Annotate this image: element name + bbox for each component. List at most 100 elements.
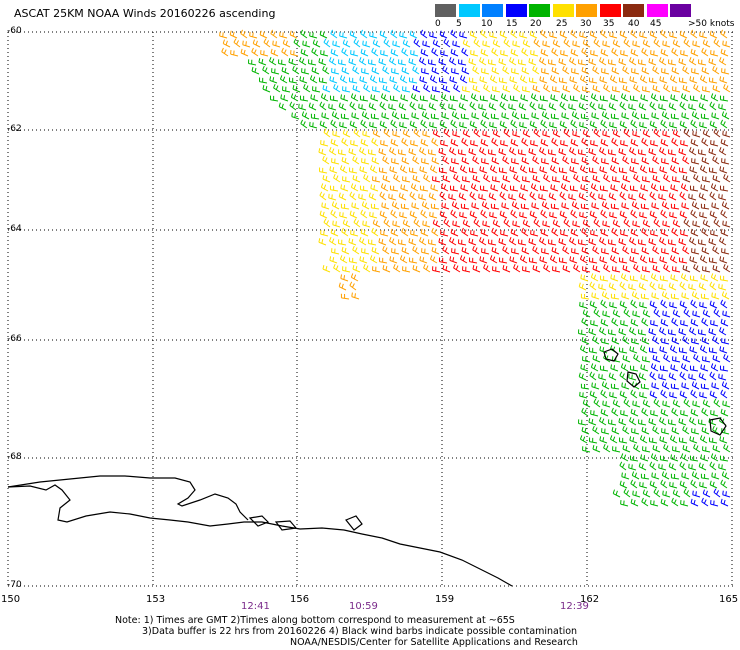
wind-barb	[558, 58, 567, 66]
wind-barb	[479, 57, 487, 66]
wind-barb	[641, 336, 650, 345]
wind-barb	[620, 453, 629, 462]
wind-barb	[310, 94, 319, 102]
wind-barb	[252, 39, 261, 48]
wind-barb	[650, 499, 659, 507]
wind-barb	[309, 31, 318, 39]
wind-barb	[450, 228, 459, 237]
wind-barb	[371, 66, 380, 75]
wind-barb	[642, 399, 651, 408]
wind-barb	[319, 191, 327, 201]
wind-barb	[619, 300, 628, 309]
wind-barb	[311, 66, 320, 75]
wind-barb	[653, 38, 661, 48]
wind-barb	[368, 239, 377, 246]
wind-barb	[608, 372, 617, 381]
wind-barb	[481, 68, 490, 75]
wind-barb	[498, 238, 507, 246]
wind-barb	[671, 317, 679, 327]
wind-barb	[721, 201, 730, 210]
wind-barb	[658, 103, 667, 111]
wind-barb	[550, 184, 559, 192]
wind-barb	[578, 282, 587, 291]
wind-barb	[499, 191, 507, 201]
wind-barb	[562, 245, 570, 255]
wind-barb	[401, 227, 409, 237]
wind-barb	[388, 103, 397, 111]
wind-barb	[632, 130, 641, 138]
wind-barb	[490, 113, 500, 120]
wind-barb	[513, 173, 521, 183]
wind-barb	[571, 201, 580, 210]
wind-barb	[521, 47, 529, 57]
wind-barb	[671, 156, 680, 165]
wind-barb	[588, 328, 597, 336]
wind-barb	[459, 31, 468, 39]
wind-barb	[318, 148, 327, 156]
wind-barb	[349, 120, 358, 129]
wind-barb	[328, 193, 337, 201]
wind-barb	[672, 266, 681, 273]
wind-barb	[598, 283, 607, 291]
wind-barb	[562, 84, 571, 93]
wind-barb	[601, 111, 610, 120]
wind-barb	[350, 273, 359, 282]
island-4	[248, 515, 270, 527]
wind-barb	[240, 29, 248, 39]
wind-barb	[462, 176, 471, 183]
wind-barb	[409, 191, 417, 201]
wind-barb	[712, 335, 720, 345]
wind-barb	[520, 94, 529, 102]
wind-barb	[410, 49, 419, 57]
wind-barb	[692, 130, 701, 138]
wind-barb	[663, 173, 671, 183]
wind-barb	[679, 257, 688, 264]
wind-barb	[711, 382, 720, 390]
wind-barb	[571, 158, 580, 165]
wind-barb	[690, 498, 699, 507]
wind-barb	[422, 220, 431, 228]
wind-barb	[641, 317, 649, 327]
wind-barb	[363, 83, 371, 93]
wind-barb	[660, 138, 669, 147]
wind-barb	[440, 49, 449, 57]
wind-barb	[532, 264, 541, 273]
wind-barb	[361, 68, 370, 75]
wind-barb	[539, 237, 547, 246]
wind-barb	[599, 365, 609, 372]
wind-barb	[442, 155, 450, 165]
wind-barb	[430, 203, 440, 210]
wind-barb	[708, 58, 717, 66]
wind-barb	[329, 76, 338, 84]
wind-barb	[428, 239, 437, 246]
wind-barb	[420, 48, 429, 57]
wind-barb	[408, 148, 417, 156]
wind-barb	[659, 365, 669, 372]
wind-barb	[580, 113, 590, 120]
wind-barb	[603, 443, 611, 453]
wind-barb	[333, 173, 341, 183]
wind-barb	[629, 185, 639, 192]
wind-barb	[599, 76, 608, 84]
wind-barb	[608, 282, 617, 291]
wind-barb	[409, 101, 417, 111]
wind-barb	[543, 263, 551, 273]
wind-barb	[640, 203, 650, 210]
wind-barb	[659, 256, 668, 264]
wind-barb	[589, 30, 598, 39]
wind-barb	[590, 139, 599, 147]
wind-barb	[412, 245, 420, 255]
wind-barb	[509, 166, 518, 174]
wind-barb	[489, 165, 498, 174]
wind-barb	[670, 113, 680, 120]
wind-barb	[611, 156, 620, 165]
wind-barb	[601, 158, 610, 165]
wind-barb	[260, 49, 269, 57]
wind-barb	[701, 227, 709, 237]
wind-barb	[579, 75, 588, 84]
wind-barb	[619, 437, 628, 444]
wind-barb	[409, 120, 418, 129]
wind-barb	[619, 210, 628, 219]
pass-time-label: 12:41	[241, 601, 270, 612]
wind-barb	[530, 139, 539, 147]
